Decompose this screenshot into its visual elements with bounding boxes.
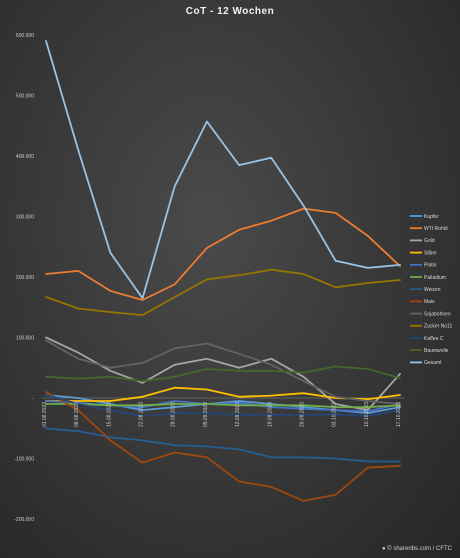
y-tick-label: 500.000 — [16, 94, 34, 100]
x-tick-label: 17.10.2023 — [396, 402, 402, 427]
series-line — [45, 268, 401, 317]
legend-label: Baumwolle — [424, 348, 449, 354]
series-line — [45, 394, 401, 418]
x-tick-label: 03.10.2023 — [332, 402, 338, 427]
series-line — [45, 40, 401, 300]
x-tick-label: 08.08.2023 — [74, 402, 80, 427]
y-tick-label: 400.000 — [16, 154, 34, 160]
legend-label: Palladium — [424, 275, 446, 281]
source-label: © shareribs.com / CFTC — [387, 546, 452, 552]
series-line — [45, 207, 401, 301]
x-tick-label: 01.08.2023 — [42, 402, 48, 427]
x-tick-label: 05.09.2023 — [203, 402, 209, 427]
x-tick-label: 12.09.2023 — [235, 402, 241, 427]
legend-label: Mais — [424, 299, 435, 305]
legend-label: Sojabohnen — [424, 311, 451, 317]
legend-label: WTI Rohöl — [424, 226, 448, 232]
legend-label: Weizen — [424, 287, 441, 293]
source-credit: ● © shareribs.com / CFTC — [382, 546, 452, 552]
legend-label: Kupfer — [424, 214, 439, 220]
legend-label: Gesamt — [424, 360, 442, 366]
series-line — [45, 403, 401, 409]
x-tick-label: 22.08.2023 — [139, 402, 145, 427]
series-line — [45, 336, 401, 412]
x-tick-label: 19.09.2023 — [267, 402, 273, 427]
legend-label: Silber — [424, 250, 437, 256]
y-tick-label: -200.000 — [14, 517, 34, 523]
y-tick-label: 100.000 — [16, 336, 34, 342]
x-tick-label: 26.09.2023 — [299, 402, 305, 427]
series-line — [45, 339, 401, 405]
info-icon: ● — [381, 546, 388, 552]
y-tick-label: -100.000 — [14, 457, 34, 463]
series-line — [45, 391, 401, 502]
series-line — [45, 427, 401, 463]
legend-label: Zucker No11 — [424, 324, 452, 330]
x-tick-label: 10.10.2023 — [364, 402, 370, 427]
chart-title: CoT - 12 Wochen — [185, 6, 275, 17]
y-tick-label: 300.000 — [16, 215, 34, 221]
x-tick-label: 15.08.2023 — [106, 402, 112, 427]
y-tick-label: 600.000 — [16, 33, 34, 39]
legend-label: Gold — [424, 238, 435, 244]
legend-label: Kaffee C — [424, 336, 444, 342]
y-tick-label: - — [32, 396, 34, 402]
legend-label: Platin — [424, 263, 437, 269]
y-tick-label: 200.000 — [16, 275, 34, 281]
x-tick-label: 29.08.2023 — [171, 402, 177, 427]
series-line — [45, 365, 401, 383]
